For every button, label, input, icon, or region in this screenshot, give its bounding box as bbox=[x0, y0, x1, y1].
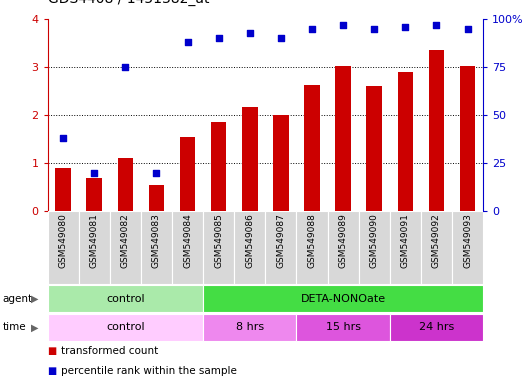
Bar bbox=[452, 211, 483, 284]
Bar bbox=[118, 159, 133, 211]
Text: control: control bbox=[106, 322, 145, 333]
Text: agent: agent bbox=[3, 293, 33, 304]
Text: 24 hrs: 24 hrs bbox=[419, 322, 454, 333]
Bar bbox=[390, 313, 483, 341]
Point bbox=[432, 22, 441, 28]
Bar bbox=[296, 313, 390, 341]
Text: GSM549081: GSM549081 bbox=[90, 214, 99, 268]
Bar bbox=[87, 177, 102, 211]
Bar bbox=[296, 211, 327, 284]
Bar bbox=[211, 122, 227, 211]
Bar bbox=[141, 211, 172, 284]
Bar bbox=[48, 211, 79, 284]
Bar bbox=[172, 211, 203, 284]
Bar bbox=[180, 137, 195, 211]
Bar bbox=[242, 107, 258, 211]
Point bbox=[277, 35, 285, 41]
Text: GSM549089: GSM549089 bbox=[338, 214, 347, 268]
Bar bbox=[203, 211, 234, 284]
Bar bbox=[265, 211, 296, 284]
Point bbox=[59, 135, 67, 141]
Bar bbox=[429, 50, 444, 211]
Text: GSM549080: GSM549080 bbox=[59, 214, 68, 268]
Text: ▶: ▶ bbox=[31, 322, 38, 333]
Bar bbox=[335, 66, 351, 211]
Bar bbox=[203, 285, 483, 313]
Bar bbox=[304, 86, 320, 211]
Point bbox=[90, 170, 98, 176]
Text: percentile rank within the sample: percentile rank within the sample bbox=[61, 366, 237, 376]
Text: GSM549092: GSM549092 bbox=[432, 214, 441, 268]
Text: GSM549086: GSM549086 bbox=[246, 214, 254, 268]
Point bbox=[246, 30, 254, 36]
Text: GSM549085: GSM549085 bbox=[214, 214, 223, 268]
Bar bbox=[359, 211, 390, 284]
Text: time: time bbox=[3, 322, 26, 333]
Bar bbox=[273, 115, 289, 211]
Bar bbox=[79, 211, 110, 284]
Bar bbox=[398, 72, 413, 211]
Text: 15 hrs: 15 hrs bbox=[326, 322, 361, 333]
Bar bbox=[327, 211, 359, 284]
Bar bbox=[460, 66, 475, 211]
Bar bbox=[55, 168, 71, 211]
Point bbox=[308, 26, 316, 32]
Point bbox=[464, 26, 472, 32]
Bar bbox=[110, 211, 141, 284]
Point bbox=[183, 39, 192, 45]
Point bbox=[214, 35, 223, 41]
Bar bbox=[366, 86, 382, 211]
Text: ▶: ▶ bbox=[31, 293, 38, 304]
Text: 8 hrs: 8 hrs bbox=[235, 322, 264, 333]
Point bbox=[121, 64, 129, 70]
Bar bbox=[203, 313, 296, 341]
Bar bbox=[234, 211, 265, 284]
Point bbox=[339, 22, 347, 28]
Text: ■: ■ bbox=[48, 366, 57, 376]
Point bbox=[401, 24, 410, 30]
Text: ■: ■ bbox=[48, 346, 57, 356]
Point bbox=[152, 170, 161, 176]
Point bbox=[370, 26, 379, 32]
Text: GSM549091: GSM549091 bbox=[401, 214, 410, 268]
Bar bbox=[390, 211, 421, 284]
Text: GSM549087: GSM549087 bbox=[276, 214, 285, 268]
Text: GSM549083: GSM549083 bbox=[152, 214, 161, 268]
Text: DETA-NONOate: DETA-NONOate bbox=[300, 293, 385, 304]
Bar bbox=[48, 313, 203, 341]
Text: control: control bbox=[106, 293, 145, 304]
Text: transformed count: transformed count bbox=[61, 346, 158, 356]
Bar bbox=[48, 285, 203, 313]
Bar bbox=[421, 211, 452, 284]
Bar bbox=[149, 185, 164, 211]
Text: GSM549090: GSM549090 bbox=[370, 214, 379, 268]
Text: GSM549093: GSM549093 bbox=[463, 214, 472, 268]
Text: GSM549082: GSM549082 bbox=[121, 214, 130, 268]
Text: GSM549088: GSM549088 bbox=[307, 214, 316, 268]
Text: GDS4408 / 1451382_at: GDS4408 / 1451382_at bbox=[48, 0, 209, 6]
Text: GSM549084: GSM549084 bbox=[183, 214, 192, 268]
